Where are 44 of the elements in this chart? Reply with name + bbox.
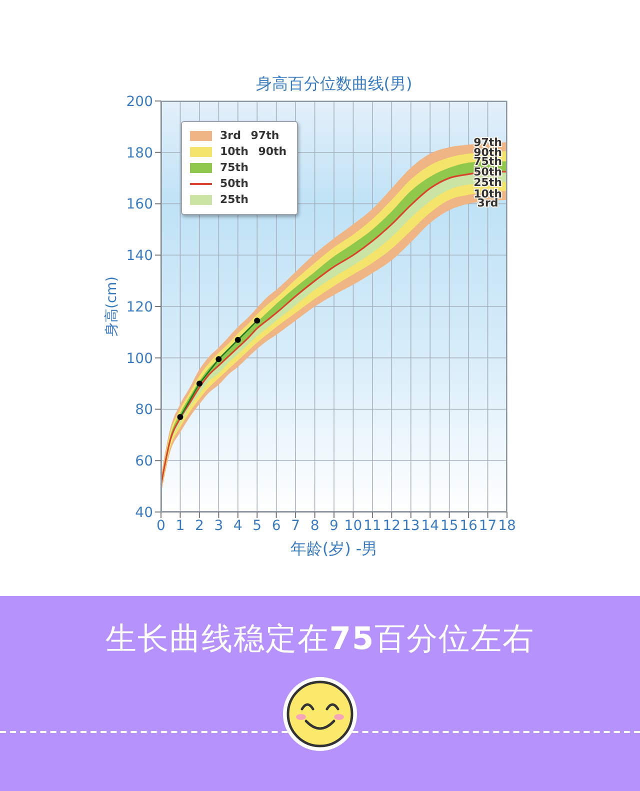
x-tick-label: 4	[233, 518, 242, 534]
chart-title: 身高百分位数曲线(男)	[254, 74, 414, 95]
point	[254, 318, 260, 324]
legend-label: 75th	[220, 161, 248, 174]
point	[234, 336, 241, 343]
x-tick-label: 7	[291, 518, 300, 534]
x-tick-label: 15	[440, 518, 458, 534]
annotation: 50th	[474, 165, 502, 178]
x-tick-label: 8	[310, 518, 320, 534]
x-tick-label: 16	[460, 518, 478, 534]
y-tick-label: 180	[126, 145, 153, 162]
x-tick-label: 5	[252, 518, 262, 534]
x-tick-label: 12	[382, 518, 401, 534]
y-axis-title: 身高(cm)	[104, 276, 120, 337]
x-tick-label: 11	[364, 518, 382, 534]
legend-label: 3rd 97th	[220, 129, 280, 142]
x-tick-label: 9	[330, 518, 338, 534]
x-tick-label: 14	[421, 518, 440, 534]
y-tick-label: 60	[135, 454, 153, 470]
x-axis-title: 年龄(岁) -男	[290, 539, 378, 558]
y-tick-label: 40	[135, 504, 153, 521]
legend-label: 50th	[220, 177, 248, 190]
point	[196, 380, 202, 387]
x-tick-label: 2	[194, 518, 204, 534]
legend-label: 10th 90th	[220, 145, 287, 158]
x-tick-label: 13	[402, 518, 420, 534]
x-tick-label: 3	[214, 518, 224, 534]
y-tick-label: 140	[126, 248, 153, 264]
x-tick-label: 0	[156, 518, 166, 534]
x-tick-label: 1	[176, 518, 185, 534]
x-tick-label: 18	[498, 518, 516, 534]
x-tick-label: 17	[478, 518, 497, 534]
text: 生长曲线稳定在75百分位左右	[105, 621, 535, 657]
y-tick-label: 100	[126, 350, 153, 367]
point	[216, 356, 222, 362]
y-tick-label: 160	[126, 196, 153, 213]
x-tick-label: 10	[344, 518, 362, 534]
legend-label: 25th	[220, 193, 248, 206]
y-tick-label: 120	[126, 299, 153, 316]
y-tick-label: 200	[126, 94, 153, 110]
annotation: 25th	[474, 176, 502, 189]
point	[177, 414, 184, 420]
x-tick-label: 6	[272, 518, 281, 534]
y-tick-label: 80	[135, 402, 153, 418]
